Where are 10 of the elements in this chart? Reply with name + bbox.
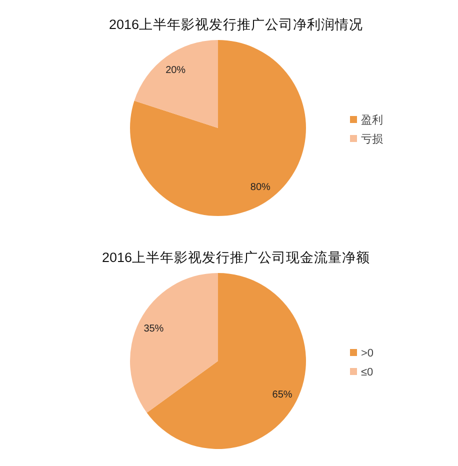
legend-label: 亏损	[361, 134, 383, 146]
chart-title: 2016上半年影视发行推广公司现金流量净额	[102, 250, 370, 265]
data-label: 80%	[250, 182, 271, 193]
chart-title: 2016上半年影视发行推广公司净利润情况	[108, 17, 364, 32]
data-label: 20%	[166, 65, 186, 76]
legend-label: >0	[361, 348, 374, 360]
legend-label: ≤0	[361, 366, 374, 378]
legend-label: 盈利	[361, 114, 383, 126]
data-label: 65%	[272, 389, 292, 400]
data-label: 35%	[144, 324, 164, 335]
